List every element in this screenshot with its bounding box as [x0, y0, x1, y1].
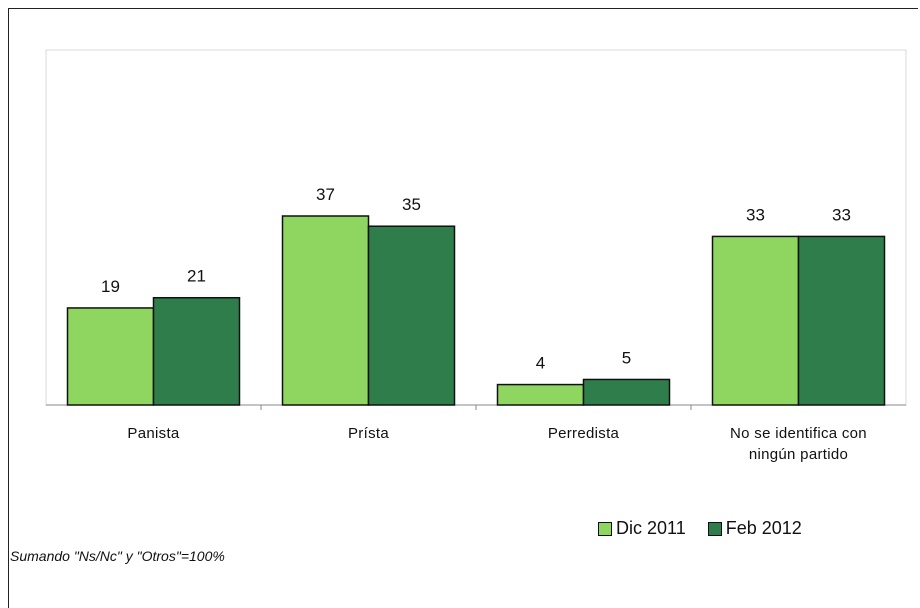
bar-chart: 19 21 37 35 4 5 33 33 Panista Prísta Perredista No… [45, 49, 907, 463]
value-label: 33 [832, 205, 851, 224]
legend: Dic 2011 Feb 2012 [598, 518, 824, 539]
bar-feb-2012-0 [152, 296, 241, 406]
category-label: No se identifica con [730, 425, 867, 442]
category-label: Prísta [348, 425, 389, 442]
value-labels: 19 21 37 35 4 5 33 33 [101, 185, 851, 373]
bar-feb-2012-3 [797, 235, 886, 406]
value-label: 4 [536, 354, 545, 373]
bar-dic-2011-2 [496, 383, 585, 406]
bar-feb-2012-1 [367, 225, 456, 406]
bar-dic-2011-3 [711, 235, 800, 406]
value-label: 19 [101, 277, 120, 296]
legend-item-feb-2012: Feb 2012 [707, 518, 802, 539]
category-label: Perredista [548, 425, 620, 442]
bar-feb-2012-2 [582, 378, 671, 406]
category-label: Panista [127, 425, 179, 442]
value-label: 5 [622, 348, 631, 367]
value-label: 21 [187, 267, 206, 286]
legend-item-dic-2011: Dic 2011 [598, 518, 686, 539]
value-label: 37 [316, 185, 335, 204]
value-label: 33 [746, 205, 765, 224]
category-labels: Panista Prísta Perredista No se identifica … [127, 425, 867, 463]
bar-dic-2011-1 [281, 215, 370, 406]
value-label: 35 [402, 195, 421, 214]
bar-dic-2011-0 [66, 307, 155, 406]
legend-label-feb-2012: Feb 2012 [725, 518, 802, 538]
category-label: ningún partido [749, 446, 848, 463]
footnote: Sumando "Ns/Nc" y "Otros"=100% [10, 548, 225, 564]
legend-swatch-dic-2011 [598, 521, 612, 536]
chart-frame [8, 8, 918, 608]
legend-swatch-feb-2012 [707, 521, 722, 536]
bars [66, 215, 886, 406]
legend-label-dic-2011: Dic 2011 [616, 518, 686, 538]
